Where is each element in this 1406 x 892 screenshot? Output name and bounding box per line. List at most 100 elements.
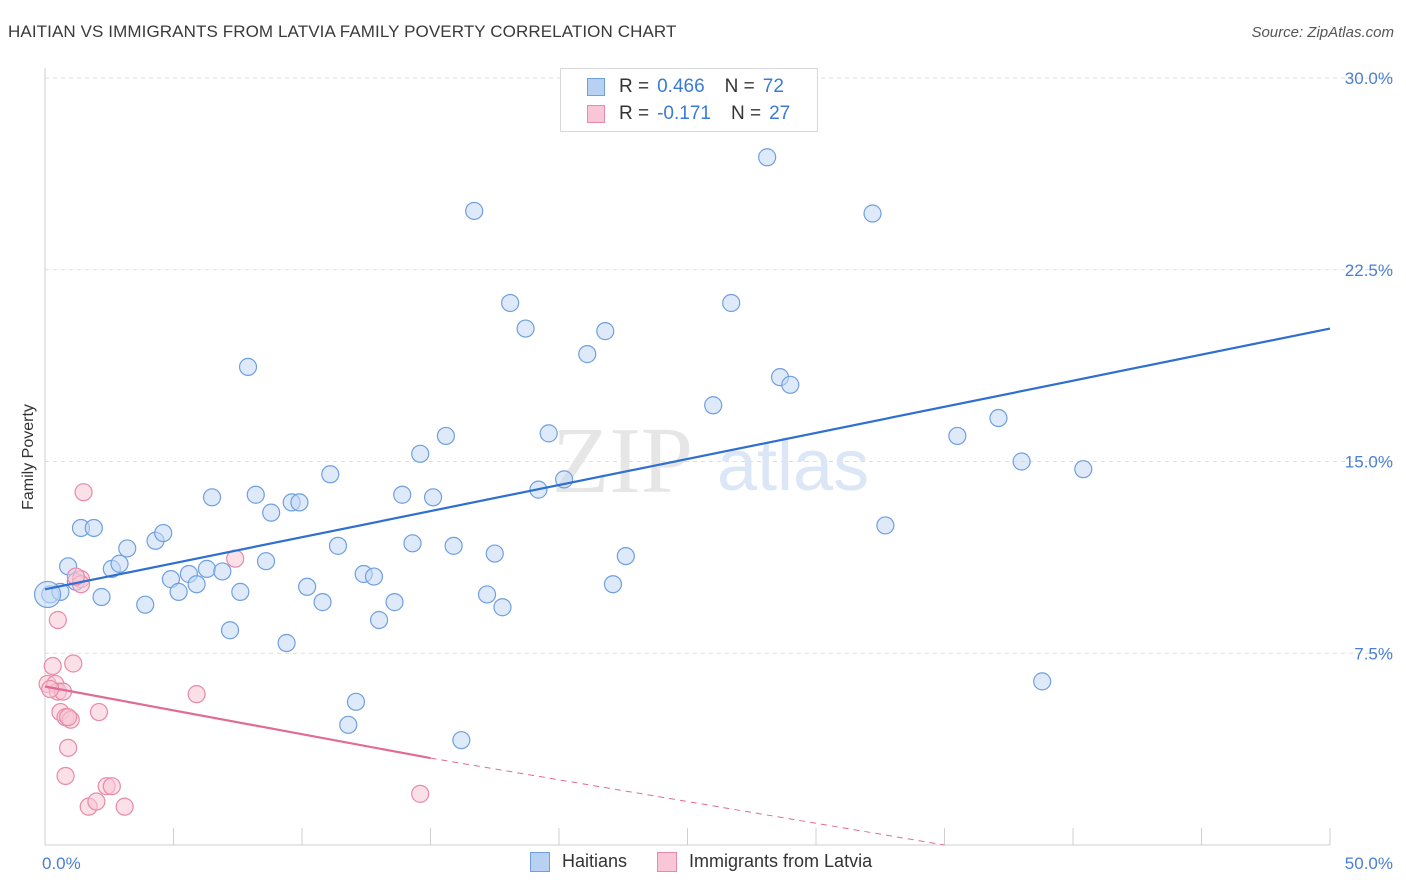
x-tick-label: 50.0% xyxy=(1345,854,1393,873)
gridlines xyxy=(45,77,1393,654)
data-point xyxy=(485,544,504,563)
data-point xyxy=(115,797,134,816)
data-point xyxy=(66,567,85,586)
data-point xyxy=(436,426,456,446)
data-point xyxy=(33,580,62,609)
data-point xyxy=(102,777,121,796)
legend-row-latvia: R = -0.171 N = 27 xyxy=(587,102,790,126)
data-point xyxy=(1012,452,1031,471)
watermark-atlas: atlas xyxy=(717,426,869,506)
y-tick-labels: 7.5% 15.0% 22.5% 30.0% xyxy=(1345,69,1393,663)
data-point xyxy=(501,293,520,313)
legend-r-value: -0.171 xyxy=(657,103,711,124)
data-point xyxy=(444,536,463,555)
data-point xyxy=(197,559,217,578)
data-point xyxy=(92,587,111,607)
data-point xyxy=(781,375,800,394)
y-tick-label: 22.5% xyxy=(1345,261,1393,280)
x-tick-label: 0.0% xyxy=(42,854,81,873)
legend-swatch-haitians xyxy=(530,851,550,872)
data-point xyxy=(1074,460,1093,479)
data-point xyxy=(187,685,206,704)
data-point xyxy=(493,598,512,617)
data-point xyxy=(231,582,250,601)
data-point xyxy=(290,493,309,512)
legend-item-haitians: Haitians xyxy=(530,851,627,872)
data-point xyxy=(256,552,276,571)
data-point xyxy=(722,293,741,313)
data-point xyxy=(213,562,232,581)
y-tick-label: 30.0% xyxy=(1345,69,1393,88)
data-point xyxy=(110,554,129,573)
data-point xyxy=(758,148,777,167)
y-axis-label: Family Poverty xyxy=(20,404,37,510)
data-point xyxy=(364,567,384,586)
data-point xyxy=(84,518,103,538)
data-point xyxy=(48,610,67,630)
trend-line-extension xyxy=(430,757,945,846)
data-point xyxy=(246,485,265,504)
trend-line xyxy=(44,685,431,760)
data-point xyxy=(477,585,497,604)
data-point xyxy=(704,396,723,415)
legend-n-value: 72 xyxy=(762,76,784,97)
data-point xyxy=(118,539,137,558)
data-point xyxy=(346,692,366,711)
data-point xyxy=(339,715,358,734)
data-point xyxy=(59,708,78,727)
data-point xyxy=(169,582,188,601)
trend-line xyxy=(44,327,1331,591)
data-point xyxy=(370,610,389,630)
data-point xyxy=(89,702,109,722)
data-point xyxy=(465,201,484,221)
legend-swatch-haitians xyxy=(587,78,605,96)
data-point xyxy=(43,656,62,676)
trend-lines xyxy=(44,327,1331,846)
data-point xyxy=(262,503,281,522)
data-point xyxy=(277,633,296,653)
x-tick-labels: 0.0% 50.0% xyxy=(42,854,1393,873)
data-point xyxy=(187,575,206,594)
legend-item-latvia: Immigrants from Latvia xyxy=(657,851,872,872)
data-point xyxy=(596,322,615,341)
data-point xyxy=(516,319,535,338)
data-point xyxy=(313,593,332,612)
data-point xyxy=(948,426,967,446)
data-point xyxy=(411,784,430,803)
legend-r-value: 0.466 xyxy=(657,76,705,97)
data-point xyxy=(403,534,422,553)
data-point xyxy=(202,488,222,507)
data-point xyxy=(411,444,430,463)
data-point xyxy=(423,488,443,507)
data-point xyxy=(74,483,93,502)
watermark: ZIP atlas xyxy=(552,409,869,513)
data-point xyxy=(136,595,155,614)
data-point xyxy=(616,546,635,566)
y-tick-label: 7.5% xyxy=(1354,644,1393,663)
legend-label-haitians: Haitians xyxy=(562,851,628,871)
data-point xyxy=(863,204,882,223)
legend-r-label: R = xyxy=(619,103,650,124)
legend-r-label: R = xyxy=(619,76,650,97)
legend-swatch-latvia xyxy=(587,105,605,123)
data-point xyxy=(321,465,340,484)
legend-n-label: N = xyxy=(724,76,755,97)
data-point xyxy=(1033,672,1052,691)
data-point xyxy=(154,523,173,543)
legend-n-value: 27 xyxy=(769,103,791,124)
data-point xyxy=(87,792,106,811)
data-point xyxy=(64,654,83,673)
data-point xyxy=(578,345,597,364)
data-point xyxy=(220,621,240,640)
data-point xyxy=(56,766,75,786)
data-point xyxy=(876,516,895,535)
legend-label-latvia: Immigrants from Latvia xyxy=(689,851,873,871)
legend-row-haitians: R = 0.466 N = 72 xyxy=(587,75,784,99)
watermark-zip: ZIP xyxy=(552,409,693,513)
legend-n-label: N = xyxy=(730,103,762,124)
correlation-legend: R = 0.466 N = 72 R = -0.171 N = 27 xyxy=(560,68,818,132)
legend-swatch-latvia xyxy=(657,851,678,872)
data-point xyxy=(452,731,471,750)
series-legend: Haitians Immigrants from Latvia xyxy=(530,851,902,872)
